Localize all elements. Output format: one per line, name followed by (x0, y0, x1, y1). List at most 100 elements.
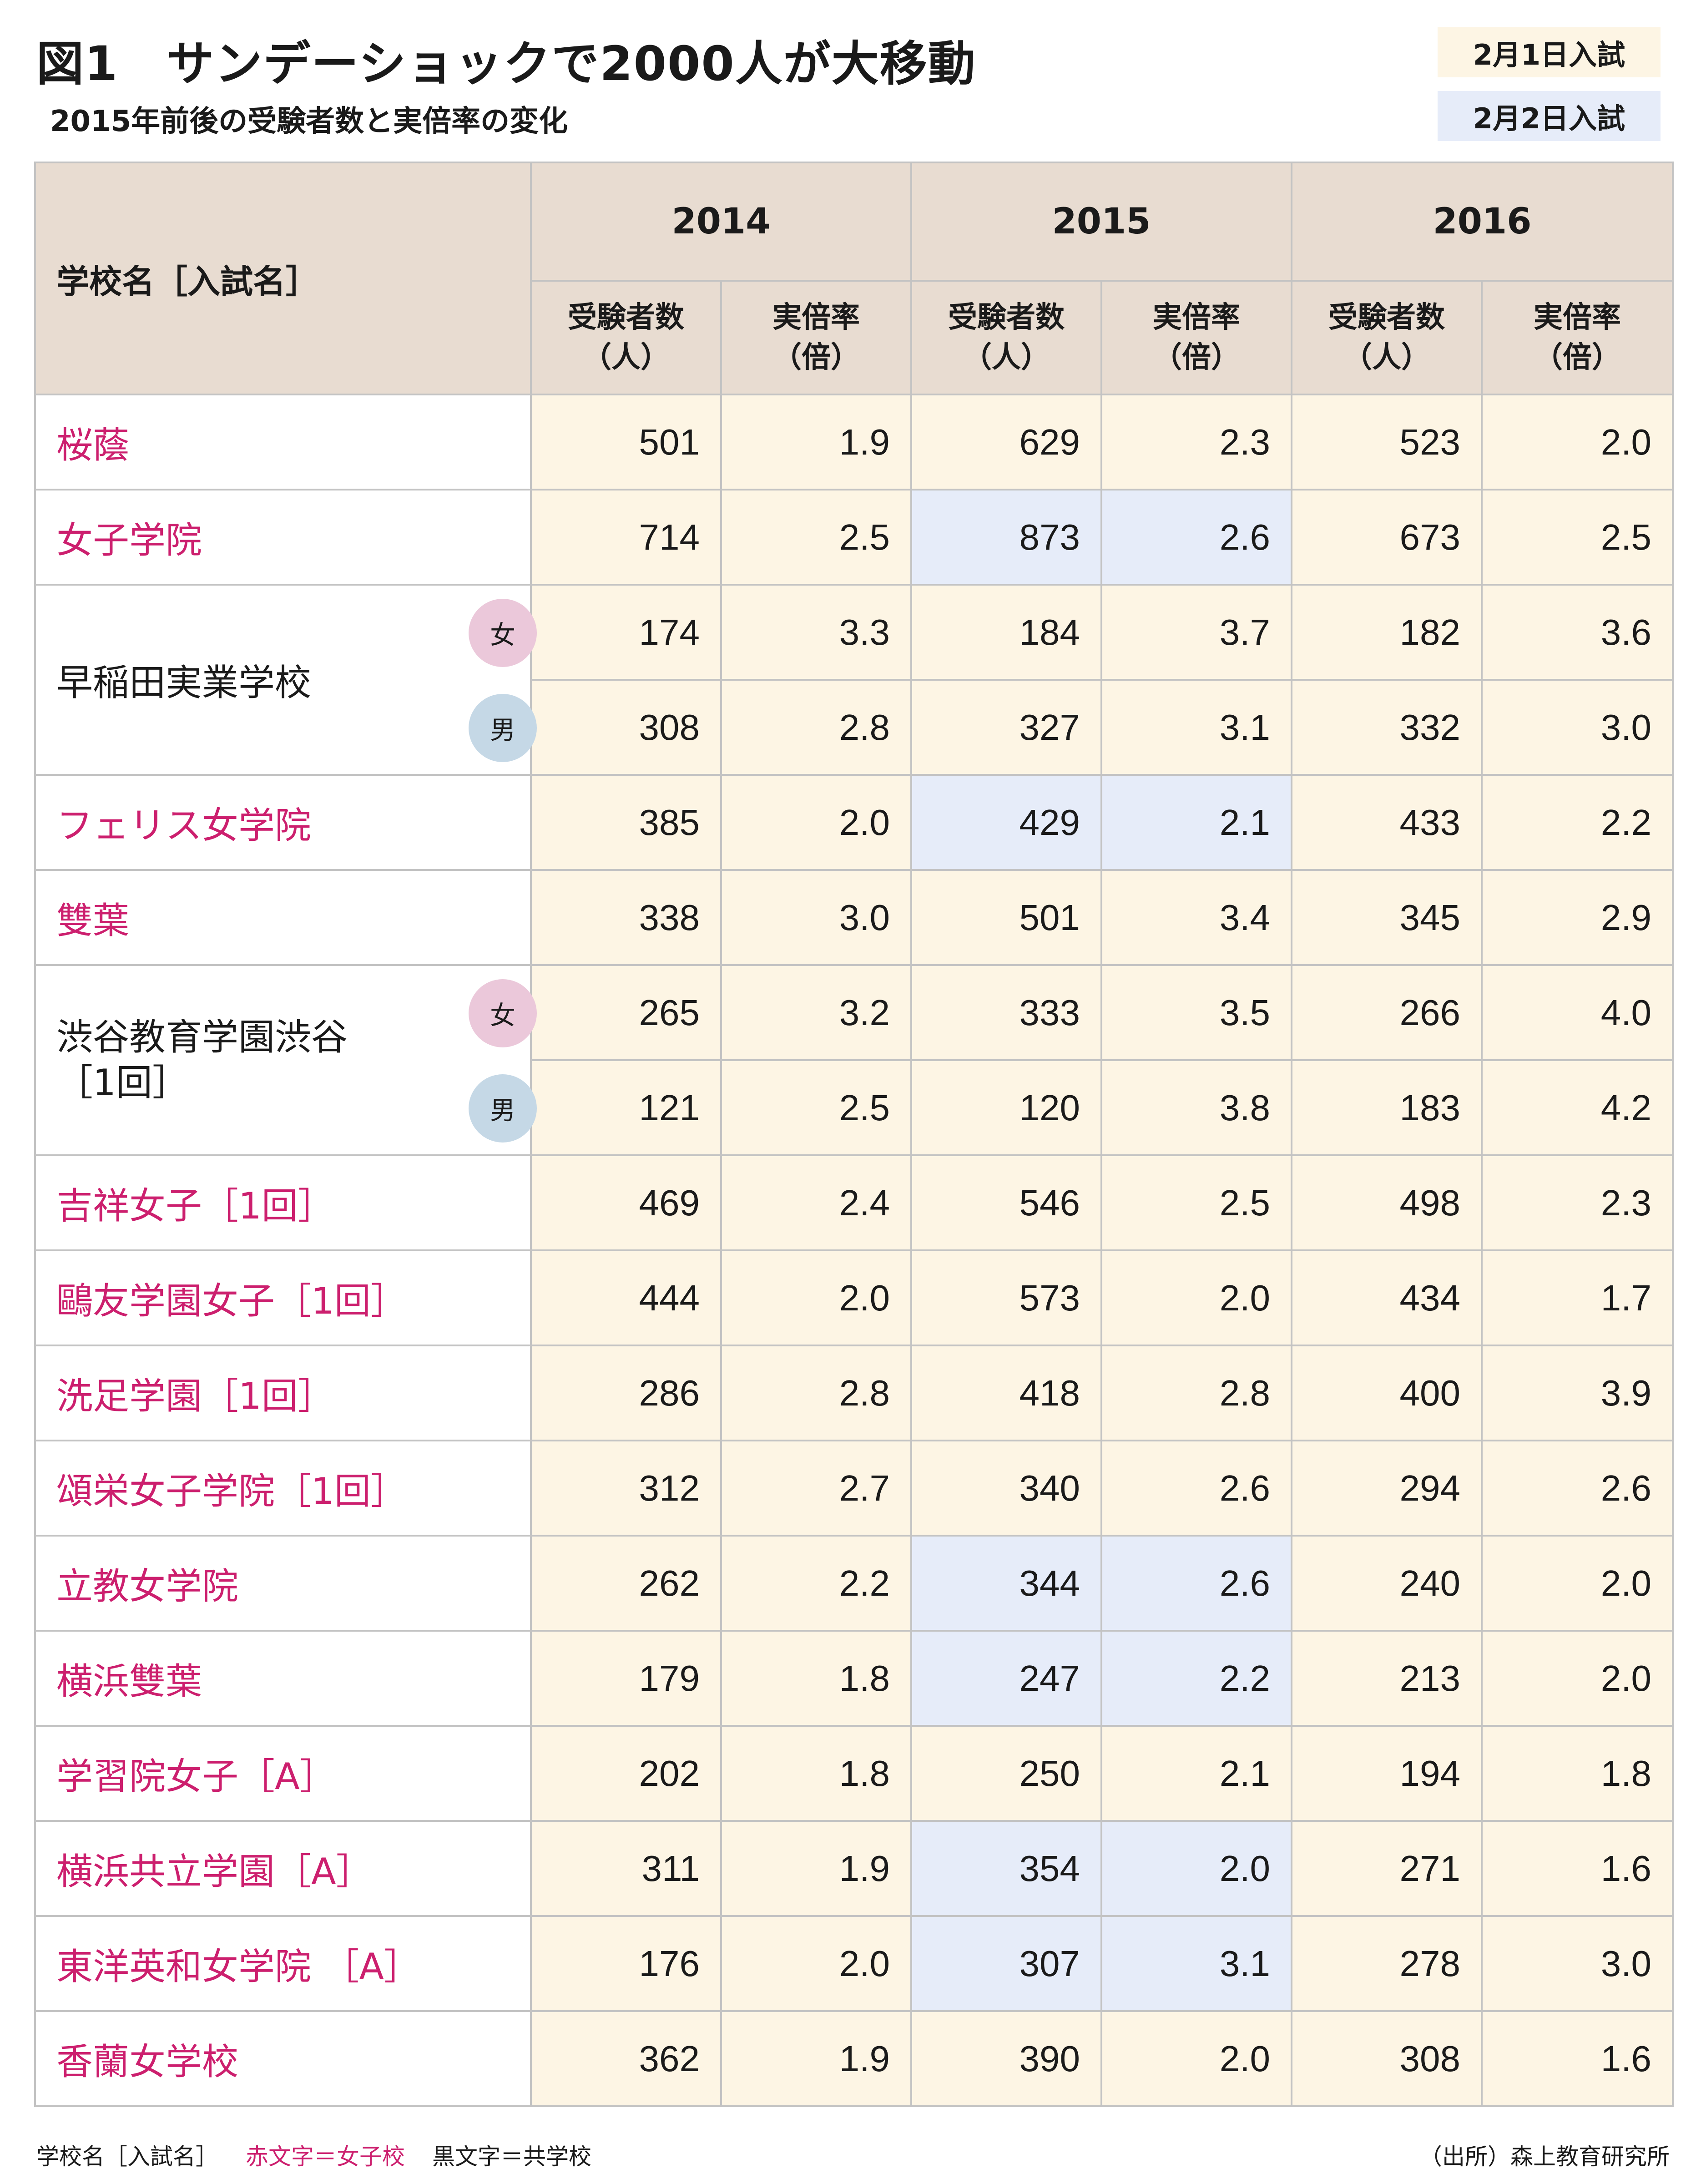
ratio-2015-cell: 3.1 (1100, 679, 1292, 776)
applicants-2016-cell: 182 (1291, 584, 1483, 681)
school-name: 洗足学園［1回］ (56, 1375, 334, 1417)
school-name-cell: 頌栄女子学院［1回］ (34, 1440, 532, 1537)
table-row: 立教女学院 262 2.2 344 2.6 240 2.0 (34, 1535, 1674, 1632)
female-badge: 女 (469, 979, 537, 1047)
applicants-2015-cell: 629 (910, 394, 1102, 490)
school-name: 横浜雙葉 (56, 1660, 202, 1703)
applicants-2016-cell: 194 (1291, 1725, 1483, 1822)
applicants-2014-cell: 362 (530, 2010, 722, 2107)
header-applicants-label: 受験者数（人） (568, 301, 684, 374)
school-name-cell: 雙葉 (34, 869, 532, 966)
header-year-2016: 2016 (1291, 162, 1674, 282)
applicants-2016-cell: 434 (1291, 1249, 1483, 1346)
school-name: 雙葉 (56, 899, 129, 942)
ratio-2014-cell: 2.5 (720, 489, 912, 586)
ratio-2015-cell: 2.2 (1100, 1630, 1292, 1727)
footer-key: 学校名［入試名］ (36, 2144, 218, 2170)
table-row: フェリス女学院 385 2.0 429 2.1 433 2.2 (34, 774, 1674, 871)
applicants-2016-cell: 266 (1291, 964, 1483, 1061)
legend-feb2: 2月2日入試 (1438, 91, 1661, 141)
school-name: フェリス女学院 (56, 804, 311, 847)
ratio-2014-cell: 2.0 (720, 1249, 912, 1346)
header-school: 学校名［入試名］ (34, 162, 532, 395)
applicants-2014-cell: 286 (530, 1345, 722, 1441)
ratio-2015-cell: 2.0 (1100, 2010, 1292, 2107)
ratio-2014-cell: 2.7 (720, 1440, 912, 1537)
applicants-2016-cell: 400 (1291, 1345, 1483, 1441)
ratio-2016-cell: 3.0 (1481, 1915, 1674, 2012)
school-name-cell: 女子学院 (34, 489, 532, 586)
male-badge: 男 (469, 1074, 537, 1143)
ratio-2016-cell: 1.8 (1481, 1725, 1674, 1822)
applicants-2015-cell: 307 (910, 1915, 1102, 2012)
header-ratio: 実倍率（倍） (720, 280, 912, 395)
ratio-2015-cell: 3.8 (1100, 1059, 1292, 1156)
table-row: 渋谷教育学園渋谷 ［1回］ 女男 265 3.2 333 3.5 266 4.0 (34, 964, 1674, 1156)
applicants-2015-cell: 546 (910, 1154, 1102, 1251)
exam-name: ［1回］ (56, 1062, 189, 1104)
applicants-2014-cell: 338 (530, 869, 722, 966)
applicants-2015-cell: 327 (910, 679, 1102, 776)
school-name: 横浜共立学園［A］ (56, 1850, 373, 1893)
ratio-2014-cell: 1.8 (720, 1630, 912, 1727)
ratio-2016-cell: 1.6 (1481, 2010, 1674, 2107)
school-name: 立教女学院 (56, 1565, 238, 1608)
ratio-2014-cell: 1.9 (720, 394, 912, 490)
ratio-2014-cell: 2.8 (720, 679, 912, 776)
school-name-cell: 東洋英和女学院 ［A］ (34, 1915, 532, 2012)
table-row: 女子学院 714 2.5 873 2.6 673 2.5 (34, 489, 1674, 586)
school-name: 女子学院 (56, 519, 202, 561)
ratio-2015-cell: 3.1 (1100, 1915, 1292, 2012)
male-badge: 男 (469, 694, 537, 762)
applicants-2014-cell: 308 (530, 679, 722, 776)
applicants-2014-cell: 265 (530, 964, 722, 1061)
applicants-2016-cell: 498 (1291, 1154, 1483, 1251)
applicants-2015-cell: 429 (910, 774, 1102, 871)
applicants-2014-cell: 714 (530, 489, 722, 586)
legend-feb1: 2月1日入試 (1438, 27, 1661, 77)
applicants-2016-cell: 294 (1291, 1440, 1483, 1537)
applicants-2015-cell: 333 (910, 964, 1102, 1061)
table-row: 121 2.5 120 3.8 183 4.2 (35, 1059, 1674, 1156)
table-row: 洗足学園［1回］ 286 2.8 418 2.8 400 3.9 (34, 1345, 1674, 1441)
ratio-2015-cell: 2.1 (1100, 1725, 1292, 1822)
applicants-2016-cell: 523 (1291, 394, 1483, 490)
applicants-2014-cell: 179 (530, 1630, 722, 1727)
school-name-cell: 吉祥女子［1回］ (34, 1154, 532, 1251)
applicants-2016-cell: 271 (1291, 1820, 1483, 1917)
applicants-2016-cell: 332 (1291, 679, 1483, 776)
school-name: 渋谷教育学園渋谷 (56, 1016, 348, 1058)
applicants-2016-cell: 183 (1291, 1059, 1483, 1156)
applicants-2015-cell: 120 (910, 1059, 1102, 1156)
ratio-2014-cell: 2.5 (720, 1059, 912, 1156)
header-year-2015: 2015 (910, 162, 1292, 282)
applicants-2015-cell: 354 (910, 1820, 1102, 1917)
table-row: 東洋英和女学院 ［A］ 176 2.0 307 3.1 278 3.0 (34, 1915, 1674, 2012)
applicants-2015-cell: 250 (910, 1725, 1102, 1822)
data-table: 学校名［入試名］ 2014 2015 2016 受験者数（人） 実倍率（倍） 受… (34, 162, 1674, 2107)
header-ratio-label: 実倍率（倍） (1153, 301, 1240, 374)
ratio-2016-cell: 2.5 (1481, 489, 1674, 586)
ratio-2015-cell: 2.6 (1100, 1535, 1292, 1632)
ratio-2014-cell: 2.8 (720, 1345, 912, 1441)
ratio-2015-cell: 2.1 (1100, 774, 1292, 871)
ratio-2015-cell: 3.7 (1100, 584, 1292, 681)
applicants-2014-cell: 385 (530, 774, 722, 871)
school-name-cell: 渋谷教育学園渋谷 ［1回］ 女男 (34, 964, 537, 1156)
applicants-2014-cell: 469 (530, 1154, 722, 1251)
footer-source: （出所）森上教育研究所 (1419, 2144, 1670, 2170)
school-name: 頌栄女子学院［1回］ (56, 1470, 407, 1512)
table-row: 308 2.8 327 3.1 332 3.0 (35, 679, 1674, 776)
school-name-cell: 横浜雙葉 (34, 1630, 532, 1727)
school-name: 桜蔭 (56, 424, 129, 466)
ratio-2016-cell: 1.7 (1481, 1249, 1674, 1346)
applicants-2016-cell: 308 (1291, 2010, 1483, 2107)
ratio-2014-cell: 3.0 (720, 869, 912, 966)
applicants-2014-cell: 121 (530, 1059, 722, 1156)
ratio-2014-cell: 1.9 (720, 1820, 912, 1917)
header-applicants: 受験者数（人） (1291, 280, 1483, 395)
footer-black-note: 黒文字＝共学校 (432, 2144, 591, 2170)
header-ratio: 実倍率（倍） (1100, 280, 1292, 395)
applicants-2016-cell: 345 (1291, 869, 1483, 966)
ratio-2015-cell: 2.6 (1100, 1440, 1292, 1537)
